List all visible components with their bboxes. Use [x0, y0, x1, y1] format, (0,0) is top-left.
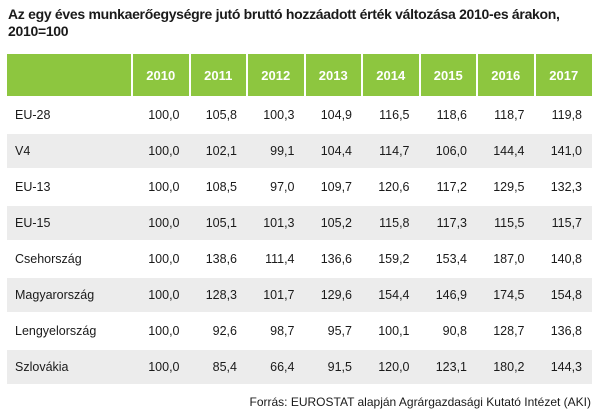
- value-cell: 187,0: [477, 240, 535, 277]
- value-cell: 120,0: [362, 348, 420, 384]
- row-label: EU-15: [7, 204, 132, 241]
- table-row: EU-15 100,0 105,1 101,3 105,2 115,8 117,3 115,5…: [7, 204, 592, 241]
- header-cell-year: 2016: [477, 54, 536, 97]
- row-label: Csehország: [7, 240, 132, 277]
- value-cell: 100,0: [132, 240, 190, 277]
- value-cell: 100,0: [132, 132, 190, 169]
- row-label: V4: [7, 132, 132, 169]
- table-row: V4 100,0 102,1 99,1 104,4 114,7 106,0 144,4 141,…: [7, 132, 592, 169]
- value-cell: 114,7: [362, 132, 420, 169]
- header-cell-year: 2015: [419, 54, 478, 97]
- header-cell-label: [7, 54, 133, 97]
- table-row: Magyarország 100,0 128,3 101,7 129,6 154,4 146…: [7, 276, 592, 313]
- value-cell: 117,3: [419, 204, 477, 241]
- header-cell-year: 2014: [362, 54, 421, 97]
- value-cell: 180,2: [477, 348, 535, 384]
- row-label: EU-28: [7, 96, 132, 133]
- value-cell: 144,3: [534, 348, 592, 384]
- value-cell: 100,0: [132, 96, 190, 133]
- value-cell: 136,6: [304, 240, 362, 277]
- table-row: EU-13 100,0 108,5 97,0 109,7 120,6 117,2 129,5 1…: [7, 168, 592, 205]
- row-label: Szlovákia: [7, 348, 132, 384]
- value-cell: 115,5: [477, 204, 535, 241]
- header-row: 2010 2011 2012 2013 2014 2015 2016 2017: [7, 54, 592, 97]
- value-cell: 119,8: [534, 96, 592, 133]
- value-cell: 101,3: [247, 204, 305, 241]
- value-cell: 105,8: [189, 96, 247, 133]
- value-cell: 95,7: [304, 312, 362, 349]
- value-cell: 104,9: [304, 96, 362, 133]
- value-cell: 108,5: [189, 168, 247, 205]
- value-cell: 141,0: [534, 132, 592, 169]
- value-cell: 111,4: [247, 240, 305, 277]
- value-cell: 102,1: [189, 132, 247, 169]
- value-cell: 138,6: [189, 240, 247, 277]
- value-cell: 66,4: [247, 348, 305, 384]
- value-cell: 97,0: [247, 168, 305, 205]
- table-row: Csehország 100,0 138,6 111,4 136,6 159,2 153,4…: [7, 240, 592, 277]
- value-cell: 115,7: [534, 204, 592, 241]
- value-cell: 99,1: [247, 132, 305, 169]
- value-cell: 90,8: [419, 312, 477, 349]
- value-cell: 100,1: [362, 312, 420, 349]
- source-note: Forrás: EUROSTAT alapján Agrárgazdasági …: [249, 395, 592, 409]
- value-cell: 174,5: [477, 276, 535, 313]
- table-title: Az egy éves munkaerőegységre jutó bruttó…: [8, 6, 560, 39]
- value-cell: 117,2: [419, 168, 477, 205]
- row-label: Magyarország: [7, 276, 132, 313]
- value-cell: 100,0: [132, 168, 190, 205]
- value-cell: 153,4: [419, 240, 477, 277]
- value-cell: 120,6: [362, 168, 420, 205]
- value-cell: 136,8: [534, 312, 592, 349]
- value-cell: 123,1: [419, 348, 477, 384]
- value-cell: 128,7: [477, 312, 535, 349]
- value-cell: 116,5: [362, 96, 420, 133]
- value-cell: 159,2: [362, 240, 420, 277]
- value-cell: 85,4: [189, 348, 247, 384]
- value-cell: 118,6: [419, 96, 477, 133]
- value-cell: 91,5: [304, 348, 362, 384]
- row-label: Lengyelország: [7, 312, 132, 349]
- data-table: 2010 2011 2012 2013 2014 2015 2016 2017 …: [7, 54, 592, 384]
- value-cell: 140,8: [534, 240, 592, 277]
- table-row: Lengyelország 100,0 92,6 98,7 95,7 100,1 90,8 1…: [7, 312, 592, 349]
- value-cell: 154,4: [362, 276, 420, 313]
- value-cell: 100,0: [132, 348, 190, 384]
- value-cell: 154,8: [534, 276, 592, 313]
- value-cell: 106,0: [419, 132, 477, 169]
- row-label: EU-13: [7, 168, 132, 205]
- value-cell: 105,1: [189, 204, 247, 241]
- value-cell: 100,0: [132, 312, 190, 349]
- header-cell-year: 2013: [304, 54, 363, 97]
- value-cell: 132,3: [534, 168, 592, 205]
- value-cell: 109,7: [304, 168, 362, 205]
- value-cell: 104,4: [304, 132, 362, 169]
- value-cell: 100,0: [132, 276, 190, 313]
- header-cell-year: 2011: [189, 54, 248, 97]
- value-cell: 146,9: [419, 276, 477, 313]
- value-cell: 118,7: [477, 96, 535, 133]
- value-cell: 92,6: [189, 312, 247, 349]
- value-cell: 98,7: [247, 312, 305, 349]
- table-row: EU-28 100,0 105,8 100,3 104,9 116,5 118,6 118,7…: [7, 96, 592, 133]
- header-cell-year: 2012: [247, 54, 306, 97]
- value-cell: 129,6: [304, 276, 362, 313]
- value-cell: 100,3: [247, 96, 305, 133]
- value-cell: 129,5: [477, 168, 535, 205]
- header-cell-year: 2010: [132, 54, 191, 97]
- value-cell: 115,8: [362, 204, 420, 241]
- value-cell: 144,4: [477, 132, 535, 169]
- table-row: Szlovákia 100,0 85,4 66,4 91,5 120,0 123,1 180,…: [7, 348, 592, 384]
- value-cell: 101,7: [247, 276, 305, 313]
- value-cell: 105,2: [304, 204, 362, 241]
- value-cell: 128,3: [189, 276, 247, 313]
- value-cell: 100,0: [132, 204, 190, 241]
- header-cell-year: 2017: [534, 54, 592, 97]
